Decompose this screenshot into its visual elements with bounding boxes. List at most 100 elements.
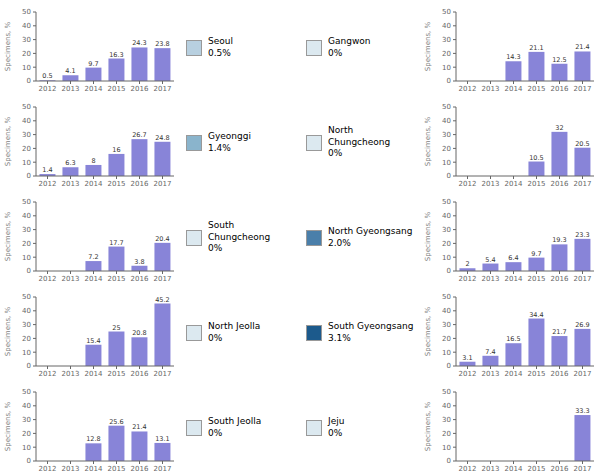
- svg-text:Specimens, %: Specimens, %: [8, 117, 12, 167]
- svg-text:2014: 2014: [505, 465, 523, 473]
- svg-text:2013: 2013: [482, 275, 500, 283]
- svg-text:2016: 2016: [551, 180, 569, 188]
- svg-text:2012: 2012: [39, 370, 57, 378]
- svg-text:50: 50: [442, 8, 451, 16]
- svg-text:10: 10: [442, 254, 451, 262]
- svg-text:16.5: 16.5: [506, 335, 520, 343]
- svg-text:Specimens, %: Specimens, %: [424, 117, 432, 167]
- svg-text:2015: 2015: [528, 85, 546, 93]
- svg-text:2014: 2014: [505, 85, 523, 93]
- svg-text:2016: 2016: [551, 275, 569, 283]
- svg-text:2017: 2017: [574, 370, 592, 378]
- svg-text:10: 10: [442, 159, 451, 167]
- svg-text:2014: 2014: [85, 370, 103, 378]
- svg-text:10: 10: [442, 444, 451, 452]
- svg-text:2012: 2012: [459, 85, 477, 93]
- svg-text:33.3: 33.3: [575, 407, 589, 415]
- svg-text:2013: 2013: [482, 85, 500, 93]
- svg-text:2017: 2017: [574, 465, 592, 473]
- svg-text:30: 30: [442, 226, 451, 234]
- svg-text:20: 20: [442, 430, 451, 438]
- svg-text:2012: 2012: [39, 180, 57, 188]
- svg-text:20: 20: [22, 50, 31, 58]
- svg-text:25.6: 25.6: [109, 418, 123, 426]
- svg-text:0: 0: [27, 362, 31, 370]
- svg-text:50: 50: [22, 293, 31, 301]
- svg-text:2012: 2012: [459, 465, 477, 473]
- svg-text:0: 0: [447, 77, 451, 85]
- svg-text:40: 40: [442, 117, 451, 125]
- svg-text:19.3: 19.3: [552, 236, 566, 244]
- svg-text:26.7: 26.7: [132, 131, 146, 139]
- svg-text:12.8: 12.8: [86, 435, 100, 443]
- svg-text:30: 30: [22, 321, 31, 329]
- svg-text:2014: 2014: [85, 85, 103, 93]
- svg-text:50: 50: [442, 103, 451, 111]
- svg-text:20: 20: [442, 335, 451, 343]
- svg-text:2015: 2015: [108, 465, 126, 473]
- svg-text:0: 0: [27, 77, 31, 85]
- svg-text:23.3: 23.3: [575, 231, 589, 239]
- svg-text:25: 25: [112, 324, 120, 332]
- svg-text:10: 10: [22, 159, 31, 167]
- svg-text:2013: 2013: [62, 370, 80, 378]
- svg-text:50: 50: [442, 388, 451, 396]
- svg-text:30: 30: [442, 36, 451, 44]
- svg-text:14.3: 14.3: [506, 53, 520, 61]
- svg-text:2017: 2017: [574, 275, 592, 283]
- svg-text:10: 10: [22, 64, 31, 72]
- svg-text:2014: 2014: [505, 275, 523, 283]
- svg-text:50: 50: [22, 103, 31, 111]
- svg-text:Specimens, %: Specimens, %: [424, 402, 432, 452]
- svg-text:2012: 2012: [39, 275, 57, 283]
- svg-text:10: 10: [22, 254, 31, 262]
- svg-text:50: 50: [22, 8, 31, 16]
- svg-text:30: 30: [22, 36, 31, 44]
- svg-text:7.4: 7.4: [485, 348, 495, 356]
- svg-text:2016: 2016: [131, 370, 149, 378]
- svg-text:2017: 2017: [574, 180, 592, 188]
- svg-text:10: 10: [442, 349, 451, 357]
- svg-text:0: 0: [447, 457, 451, 465]
- svg-text:2017: 2017: [154, 370, 172, 378]
- svg-text:24.3: 24.3: [132, 39, 146, 47]
- svg-text:30: 30: [442, 416, 451, 424]
- svg-text:2016: 2016: [131, 275, 149, 283]
- svg-text:17.7: 17.7: [109, 239, 123, 247]
- svg-text:Specimens, %: Specimens, %: [424, 307, 432, 357]
- svg-text:21.4: 21.4: [132, 423, 146, 431]
- svg-text:2016: 2016: [131, 85, 149, 93]
- svg-text:2015: 2015: [108, 85, 126, 93]
- svg-text:40: 40: [442, 307, 451, 315]
- svg-text:0: 0: [27, 457, 31, 465]
- svg-text:2015: 2015: [528, 370, 546, 378]
- svg-text:2013: 2013: [62, 85, 80, 93]
- svg-text:2014: 2014: [505, 370, 523, 378]
- svg-text:Specimens, %: Specimens, %: [8, 212, 12, 262]
- svg-text:Specimens, %: Specimens, %: [8, 402, 12, 452]
- svg-text:0.5: 0.5: [42, 72, 52, 80]
- svg-text:2012: 2012: [459, 275, 477, 283]
- svg-text:4.1: 4.1: [65, 67, 75, 75]
- svg-text:50: 50: [442, 198, 451, 206]
- svg-text:32: 32: [555, 124, 563, 132]
- svg-text:2015: 2015: [108, 275, 126, 283]
- svg-text:2015: 2015: [108, 370, 126, 378]
- svg-text:34.4: 34.4: [529, 311, 543, 319]
- svg-text:2016: 2016: [131, 180, 149, 188]
- svg-text:2015: 2015: [528, 275, 546, 283]
- svg-text:21.1: 21.1: [529, 44, 543, 52]
- svg-text:7.2: 7.2: [88, 253, 98, 261]
- svg-text:50: 50: [442, 293, 451, 301]
- svg-text:2013: 2013: [482, 180, 500, 188]
- svg-text:2012: 2012: [459, 370, 477, 378]
- svg-text:40: 40: [442, 402, 451, 410]
- svg-text:20: 20: [442, 50, 451, 58]
- svg-text:2017: 2017: [154, 180, 172, 188]
- svg-text:50: 50: [22, 388, 31, 396]
- svg-text:40: 40: [442, 22, 451, 30]
- svg-text:30: 30: [442, 321, 451, 329]
- svg-text:20: 20: [22, 335, 31, 343]
- svg-text:Specimens, %: Specimens, %: [424, 212, 432, 262]
- svg-text:15.4: 15.4: [86, 337, 100, 345]
